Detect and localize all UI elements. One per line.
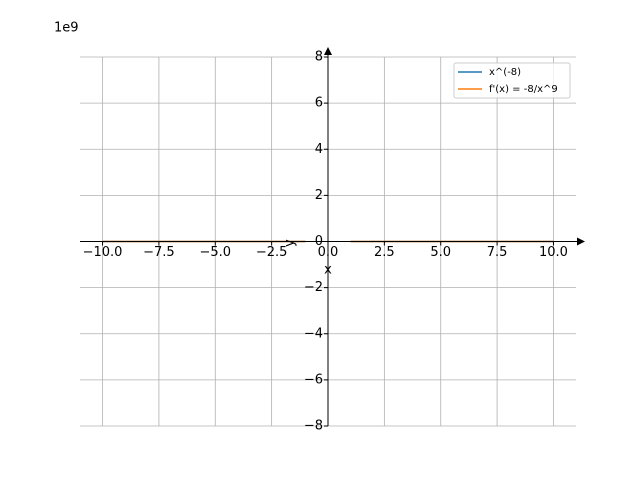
y-axis-label: y (283, 239, 298, 247)
y-axis-arrow (324, 47, 332, 55)
x-axis-label: x (324, 263, 332, 278)
x-tick-label: −2.5 (256, 245, 288, 260)
x-tick-label: 7.5 (487, 245, 508, 260)
y-tick-label: 0 (315, 234, 323, 249)
x-tick-label: −10.0 (83, 245, 123, 260)
legend-label: x^(-8) (489, 67, 521, 78)
x-axis-arrow (577, 237, 585, 246)
y-tick-label: −2 (304, 280, 323, 295)
x-tick-label: 5.0 (430, 245, 451, 260)
x-tick-label: 10.0 (539, 245, 568, 260)
legend-box (453, 62, 571, 99)
y-tick-label: 4 (315, 142, 323, 157)
y-tick-label: 6 (315, 96, 323, 111)
x-tick-label: −5.0 (199, 245, 231, 260)
y-tick-label: −6 (304, 372, 323, 387)
x-tick-label: 2.5 (374, 245, 395, 260)
x-tick-label: 0.0 (318, 245, 339, 260)
y-tick-label: 8 (315, 50, 323, 65)
x-tick-label: −7.5 (143, 245, 175, 260)
legend-label: f'(x) = -8/x^9 (489, 84, 558, 95)
y-tick-label: −4 (304, 326, 323, 341)
legend: x^(-8) f'(x) = -8/x^9 (453, 62, 571, 99)
y-offset-label: 1e9 (54, 21, 79, 36)
y-tick-label: −8 (304, 419, 323, 434)
y-tick-label: 2 (315, 188, 323, 203)
